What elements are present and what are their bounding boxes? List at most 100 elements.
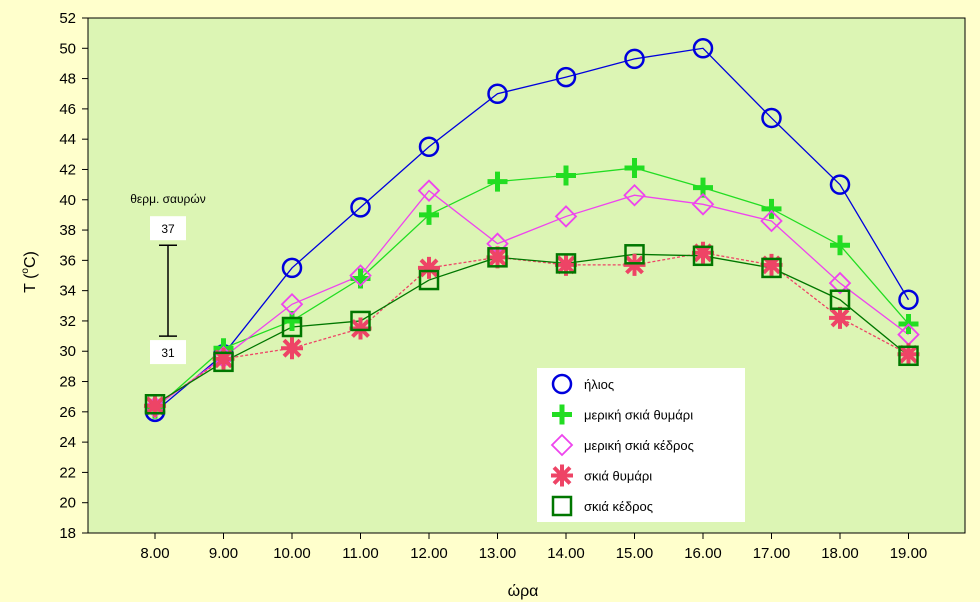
legend-marker-shade-thyme-shape	[551, 464, 573, 487]
y-axis-title-base: T (	[22, 273, 39, 293]
data-point-partial-shade-cedar	[349, 264, 372, 287]
data-point-sun-shape	[281, 257, 303, 279]
data-point-partial-shade-thyme	[419, 204, 439, 225]
data-point-partial-shade-thyme-shape	[487, 171, 508, 192]
y-tick-label: 44	[59, 131, 76, 148]
series-layer	[143, 38, 920, 423]
data-point-sun	[624, 48, 645, 70]
data-point-shade-cedar-shape	[281, 316, 303, 338]
legend-label-partial-shade-cedar: μερική σκιά κέδρος	[584, 438, 694, 453]
data-point-partial-shade-cedar	[417, 179, 441, 202]
data-point-shade-cedar	[692, 245, 714, 267]
data-point-shade-thyme-shape	[144, 394, 166, 417]
data-point-sun	[692, 38, 714, 59]
series-line-partial-shade-thyme	[154, 167, 909, 410]
data-point-shade-thyme	[897, 343, 920, 366]
data-point-sun	[555, 66, 577, 88]
legend-marker-shade-cedar-shape	[551, 495, 573, 517]
data-point-shade-thyme-shape	[349, 317, 372, 340]
x-tick-label: 18.00	[821, 545, 859, 562]
data-point-sun-shape	[418, 136, 440, 157]
data-point-shade-cedar-shape	[213, 351, 234, 373]
legend-marker-partial-shade-thyme-shape	[552, 404, 572, 425]
data-point-shade-cedar	[350, 310, 371, 332]
x-tick-label: 9.00	[209, 545, 238, 562]
data-point-partial-shade-cedar-shape	[280, 293, 304, 316]
data-point-shade-thyme	[418, 256, 440, 279]
series-line-partial-shade-cedar	[154, 189, 909, 408]
data-point-sun	[418, 136, 440, 157]
x-tick-label: 16.00	[684, 545, 722, 562]
y-tick-label: 38	[59, 222, 76, 239]
y-tick-label: 24	[59, 434, 76, 451]
data-point-shade-cedar	[418, 269, 440, 291]
y-axis-title: T (oC)	[20, 251, 39, 293]
data-point-partial-shade-thyme	[761, 198, 782, 219]
data-point-partial-shade-cedar	[280, 293, 304, 316]
annotation-upper-box	[150, 216, 186, 241]
x-tick-label: 12.00	[410, 545, 448, 562]
data-point-sun	[761, 107, 782, 129]
annotation-lower-box	[150, 340, 186, 365]
data-point-partial-shade-cedar	[828, 271, 852, 295]
data-point-shade-thyme	[829, 306, 851, 329]
legend-label-shade-thyme: σκιά θυμάρι	[584, 469, 652, 484]
data-point-partial-shade-thyme-shape	[624, 157, 645, 178]
x-tick-label: 8.00	[140, 545, 169, 562]
data-point-shade-thyme-shape	[760, 253, 783, 276]
annotation-upper-label: 37	[161, 222, 175, 236]
data-point-shade-thyme	[281, 337, 303, 360]
data-point-partial-shade-cedar-shape	[828, 271, 852, 295]
data-point-partial-shade-thyme-shape	[419, 204, 439, 225]
x-tick-label: 13.00	[479, 545, 517, 562]
legend-marker-partial-shade-cedar	[550, 433, 574, 457]
data-point-shade-cedar-shape	[144, 394, 166, 415]
x-axis: 8.00 9.00 10.00 11.00 12.00 13.00 14.00 15.00 16…	[140, 533, 927, 562]
data-point-shade-thyme-shape	[692, 241, 714, 264]
data-point-shade-thyme-shape	[418, 256, 440, 279]
data-point-shade-thyme	[144, 394, 166, 417]
y-tick-label: 34	[59, 283, 76, 300]
legend-label-partial-shade-thyme: μερική σκιά θυμάρι	[584, 408, 693, 423]
legend: ήλιος μερική σκιά θυμάρι μερική σκιά κέδρο…	[537, 368, 745, 522]
data-point-partial-shade-cedar-shape	[554, 205, 578, 228]
data-point-shade-thyme	[212, 347, 235, 370]
x-tick-label: 10.00	[273, 545, 311, 562]
y-axis-title-sup: o	[20, 268, 31, 274]
y-tick-label: 48	[59, 71, 76, 88]
data-point-shade-cedar-shape	[624, 244, 645, 265]
series-line-sun	[154, 47, 910, 413]
data-point-sun-shape	[692, 38, 714, 59]
data-point-partial-shade-thyme	[487, 171, 508, 192]
x-axis-title: ώρα	[508, 583, 539, 600]
data-point-sun	[350, 197, 371, 218]
data-point-shade-cedar-shape	[350, 310, 371, 332]
data-point-partial-shade-thyme	[830, 235, 850, 256]
x-tick-label: 15.00	[616, 545, 654, 562]
data-point-shade-cedar-shape	[898, 345, 919, 367]
data-point-shade-thyme-shape	[623, 253, 646, 276]
data-point-shade-cedar-shape	[418, 269, 440, 291]
data-point-shade-cedar-shape	[487, 247, 508, 268]
data-point-shade-cedar	[761, 257, 782, 279]
legend-marker-partial-shade-thyme	[552, 404, 572, 425]
y-axis-title-unit: C)	[22, 251, 39, 268]
x-tick-label: 19.00	[890, 545, 928, 562]
data-point-shade-thyme-shape	[897, 343, 920, 366]
data-point-partial-shade-thyme-shape	[830, 235, 850, 256]
data-point-sun	[898, 289, 919, 310]
data-point-sun-shape	[761, 107, 782, 129]
y-tick-label: 52	[59, 10, 76, 27]
data-point-partial-shade-cedar-shape	[760, 209, 783, 233]
data-point-partial-shade-cedar-shape	[417, 179, 441, 202]
data-point-shade-cedar-shape	[555, 253, 577, 274]
data-point-shade-cedar-shape	[761, 257, 782, 279]
data-point-partial-shade-thyme-shape	[556, 165, 576, 186]
data-point-shade-thyme-shape	[555, 253, 577, 276]
data-point-sun-shape	[624, 48, 645, 70]
data-point-sun-shape	[487, 83, 508, 104]
data-point-shade-thyme-shape	[212, 347, 235, 370]
data-point-shade-thyme-shape	[486, 246, 509, 269]
y-tick-label: 22	[59, 464, 76, 481]
